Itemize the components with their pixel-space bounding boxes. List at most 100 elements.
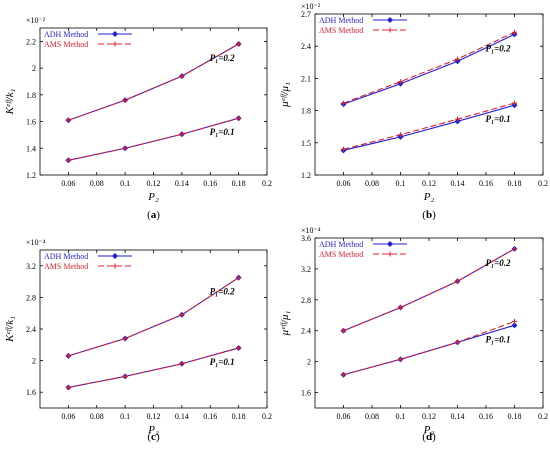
- x-tick-label: 0.1: [120, 412, 130, 421]
- plot-frame: [39, 27, 268, 176]
- adh-series-line-lower: [68, 117, 239, 161]
- y-tick-label: 1.8: [301, 107, 311, 116]
- ams-data-point: [65, 157, 71, 163]
- legend-label-adh: ADH Method: [44, 252, 88, 261]
- x-tick-label: 0.06: [337, 412, 351, 421]
- ams-series-line-upper: [343, 31, 515, 104]
- legend-marker-adh: [112, 253, 118, 259]
- chart-panel-a: 0.06 0.08 0.1 0.12 0.14 0.16 0.18 0.2 1.2 1.4 1.6 1…: [4, 16, 272, 221]
- legend-label-adh: ADH Method: [44, 30, 88, 39]
- legend-label-ams: AMS Method: [319, 250, 363, 259]
- ams-data-point: [341, 146, 346, 152]
- y-tick-label: 1.8: [26, 91, 36, 100]
- y-tick-label: 2: [32, 357, 36, 366]
- ams-data-point: [455, 56, 460, 62]
- panel-label: (b): [422, 209, 436, 221]
- legend-marker-adh: [387, 17, 393, 23]
- ams-data-point: [512, 100, 517, 106]
- legend-marker-adh: [387, 241, 393, 247]
- adh-series-line-lower: [343, 104, 515, 151]
- ams-data-point: [236, 275, 242, 281]
- y-tick-label: 3.2: [301, 265, 311, 274]
- y-tick-label: 1.5: [301, 139, 311, 148]
- x-tick-label: 0.14: [175, 412, 189, 421]
- y-tick-label: 2.7: [301, 10, 311, 19]
- ams-data-point: [341, 328, 346, 334]
- ams-data-point: [179, 131, 185, 137]
- x-tick-label: 0.06: [61, 179, 75, 188]
- y-tick-label: 2.1: [301, 74, 311, 83]
- x-tick-label: 0.1: [120, 179, 130, 188]
- annotation-p1-0-1: P₁=0.1: [210, 357, 235, 367]
- axis-exponent: ×10⁻⁴: [26, 238, 46, 247]
- ams-series-line-lower: [343, 320, 515, 376]
- ams-data-point: [398, 132, 403, 138]
- axis-exponent: ×10⁻⁴: [301, 226, 321, 235]
- legend-label-ams: AMS Method: [44, 40, 88, 49]
- y-tick-label: 3.6: [301, 234, 311, 243]
- adh-series-line-lower: [343, 324, 515, 376]
- legend-marker-adh: [112, 31, 118, 37]
- ams-data-point: [455, 116, 460, 122]
- y-tick-label: 2.8: [26, 293, 36, 302]
- x-tick-label: 0.18: [508, 179, 522, 188]
- legend-label-adh: ADH Method: [319, 240, 363, 249]
- ams-data-point: [398, 356, 403, 362]
- x-tick-label: 0.14: [175, 179, 189, 188]
- annotation-p1-0-1: P₁=0.1: [485, 114, 510, 124]
- y-tick-label: 1.2: [301, 171, 311, 180]
- y-tick-label: 2.8: [301, 296, 311, 305]
- y-axis-label: Kᵉᶠᶠ/k₁: [4, 316, 16, 343]
- ams-data-point: [398, 305, 403, 311]
- legend-label-ams: AMS Method: [44, 262, 88, 271]
- x-tick-label: 0.14: [451, 179, 465, 188]
- x-axis-label: P₂: [423, 424, 435, 436]
- y-tick-label: 1.6: [301, 389, 311, 398]
- ams-data-point: [179, 312, 185, 318]
- x-axis-label: P₂: [423, 191, 435, 203]
- legend-marker-ams: [387, 251, 393, 257]
- ams-data-point: [341, 372, 346, 378]
- axis-exponent: ×10⁻²: [26, 16, 46, 25]
- ams-series-line-upper: [68, 43, 239, 121]
- x-axis-label: P₂: [147, 191, 159, 203]
- x-tick-label: 0.08: [365, 412, 379, 421]
- x-tick-label: 0.16: [479, 179, 493, 188]
- ams-data-point: [65, 384, 71, 390]
- x-tick-label: 0.06: [61, 412, 75, 421]
- x-tick-label: 0.08: [90, 412, 104, 421]
- x-tick-label: 0.2: [262, 412, 272, 421]
- adh-series-line-lower: [68, 347, 239, 388]
- y-tick-label: 2.4: [26, 325, 36, 334]
- ams-data-point: [179, 73, 185, 79]
- legend-marker-ams: [387, 27, 393, 33]
- annotation-p1-0-2: P₁=0.2: [210, 287, 236, 297]
- panel-label: (a): [147, 209, 160, 221]
- x-tick-label: 0.16: [479, 412, 493, 421]
- x-tick-label: 0.06: [337, 179, 351, 188]
- x-tick-label: 0.12: [422, 412, 436, 421]
- y-tick-label: 2: [32, 64, 36, 73]
- ams-data-point: [65, 353, 71, 359]
- x-tick-label: 0.16: [203, 179, 217, 188]
- ams-data-point: [122, 335, 128, 341]
- ams-series-line-upper: [343, 248, 515, 332]
- legend-marker-ams: [112, 263, 118, 269]
- chart-panel-d: 0.06 0.08 0.1 0.12 0.14 0.16 0.18 0.2 1.6 2 2.4 2.8…: [279, 226, 548, 443]
- ams-data-point: [455, 339, 460, 345]
- ams-data-point: [455, 278, 460, 284]
- y-tick-label: 2.4: [301, 327, 311, 336]
- y-tick-label: 2: [307, 358, 311, 367]
- panel-label: (d): [422, 431, 436, 443]
- x-tick-label: 0.12: [147, 412, 161, 421]
- ams-data-point: [512, 318, 517, 324]
- y-axis-label: μᵉᶠᶠ/μ₁: [279, 311, 291, 337]
- ams-data-point: [236, 115, 242, 121]
- plot-frame: [39, 249, 268, 409]
- legend-label-ams: AMS Method: [319, 26, 363, 35]
- x-tick-label: 0.18: [232, 179, 246, 188]
- ams-data-point: [65, 117, 71, 123]
